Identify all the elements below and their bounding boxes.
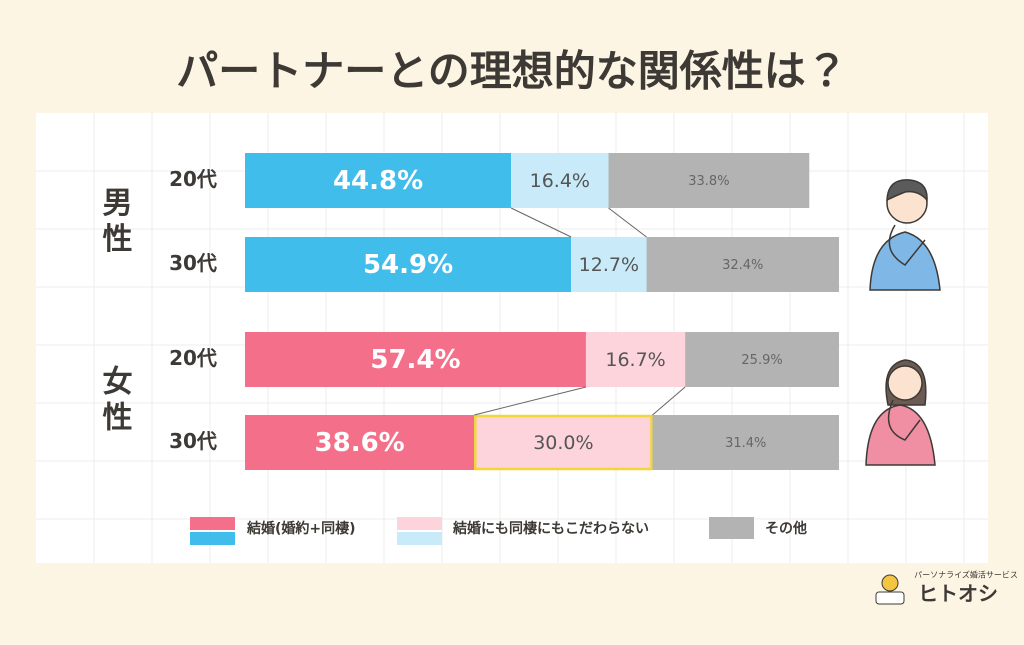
legend-label: 結婚にも同棲にもこだわらない (452, 520, 649, 537)
value-label: 25.9% (741, 353, 782, 368)
highlight-box (474, 414, 653, 471)
value-label: 30.0% (533, 432, 593, 454)
bar-segment (245, 415, 475, 470)
bar-segment (608, 153, 810, 208)
bar-segment (585, 332, 686, 387)
value-label: 16.7% (605, 349, 665, 371)
category-label: 30代 (169, 429, 217, 453)
connector (608, 207, 647, 238)
legend-label: その他 (765, 520, 807, 537)
value-label: 57.4% (370, 345, 460, 375)
value-label: 16.4% (530, 170, 590, 192)
bar-segment (511, 153, 609, 208)
value-label: 44.8% (333, 166, 423, 196)
bar-segment (646, 237, 839, 292)
bar-segment (685, 332, 839, 387)
group-label: 女性 (97, 365, 133, 437)
woman-illustration (865, 359, 936, 466)
chart-title: パートナーとの理想的な関係性は？ (176, 47, 848, 96)
man-illustration (869, 179, 941, 291)
connector (652, 386, 686, 416)
brand-tagline: パーソナライズ婚活サービス (914, 570, 1018, 580)
legend-swatch (709, 517, 754, 539)
legend-swatch (397, 517, 442, 530)
category-label: 20代 (169, 346, 217, 370)
legend-label: 結婚(婚約+同棲) (246, 520, 356, 537)
legend-swatch (190, 532, 235, 545)
group-label: 男性 (97, 187, 133, 259)
category-label: 20代 (169, 167, 217, 191)
legend-swatch (190, 517, 235, 530)
legend-swatch (397, 532, 442, 545)
value-label: 38.6% (315, 428, 405, 458)
value-label: 33.8% (688, 174, 729, 189)
value-label: 12.7% (579, 254, 639, 276)
value-label: 54.9% (363, 250, 453, 280)
bar-segment (652, 415, 839, 470)
logo: パーソナライズ婚活サービス ヒトオシ (875, 570, 1018, 606)
category-label: 30代 (169, 251, 217, 275)
value-label: 31.4% (725, 436, 766, 451)
value-label: 32.4% (722, 258, 763, 273)
bar-segment (474, 415, 653, 470)
bar-segment (245, 332, 586, 387)
connector (474, 386, 587, 416)
bar-segment (245, 153, 512, 208)
connector (510, 207, 572, 238)
bar-segment (245, 237, 572, 292)
brand-name: ヒトオシ (918, 582, 998, 606)
bar-segment (571, 237, 647, 292)
